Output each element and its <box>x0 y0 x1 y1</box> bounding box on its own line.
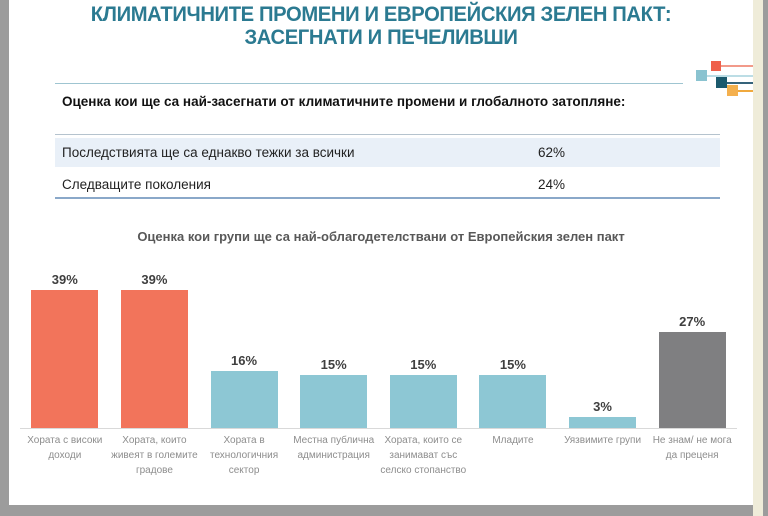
table-row: Последствията ще са еднакво тежки за вси… <box>55 138 720 167</box>
assessment-section: Оценка кои ще са най-засегнати от климат… <box>55 83 720 200</box>
bar-value-label: 15% <box>410 357 437 372</box>
page-title-line2: ЗАСЕГНАТИ И ПЕЧЕЛИВШИ <box>244 25 518 49</box>
table-row: Следващите поколения 24% <box>55 171 720 197</box>
row-value: 62% <box>538 145 566 160</box>
row-label: Следващите поколения <box>62 176 211 192</box>
section-bottom-rule <box>55 197 720 199</box>
bar-column: 15% <box>468 258 558 428</box>
bar-column: 3% <box>558 258 648 428</box>
bar-column: 39% <box>110 258 200 428</box>
bar-column: 27% <box>647 258 737 428</box>
bar <box>300 375 368 428</box>
bar <box>389 375 457 428</box>
bar-category-label: Местна публична администрация <box>293 435 375 461</box>
bar-value-label: 27% <box>679 314 706 329</box>
bar-column: 16% <box>199 258 289 428</box>
chart-baseline <box>20 428 737 429</box>
bar <box>31 290 99 428</box>
section-top-rule <box>55 83 683 84</box>
bar-category-label: Хората, които живеят в големите градове <box>111 435 198 476</box>
bar-value-label: 15% <box>499 357 526 372</box>
bar <box>479 375 547 428</box>
row-value: 24% <box>538 176 566 192</box>
darkteal-leader-line <box>727 82 753 84</box>
bar-value-label: 39% <box>51 272 78 287</box>
page-title: КЛИМАТИЧНИТЕ ПРОМЕНИ И ЕВРОПЕЙСКИЯ ЗЕЛЕН… <box>17 3 745 49</box>
bar-column: 39% <box>20 258 110 428</box>
chart-title: Оценка кои групи ще са най-облагодетелст… <box>137 229 625 244</box>
orange-square-icon <box>727 85 738 96</box>
bar <box>210 371 278 428</box>
lightblue-leader-line <box>707 75 753 77</box>
page-title-line1: КЛИМАТИЧНИТЕ ПРОМЕНИ И ЕВРОПЕЙСКИЯ ЗЕЛЕН… <box>90 2 672 26</box>
row-label: Последствията ще са еднакво тежки за вси… <box>62 145 355 160</box>
bar-column: 15% <box>379 258 469 428</box>
darkteal-square-icon <box>716 77 727 88</box>
red-square-icon <box>711 61 721 71</box>
bar-chart-categories: Хората с високи доходи Хората, които живе… <box>20 433 737 478</box>
section-mid-rule <box>55 134 720 135</box>
bar-category-label: Не знам/ не мога да преценя <box>652 435 732 461</box>
bar-value-label: 3% <box>593 399 612 414</box>
assessment-header: Оценка кои ще са най-засегнати от климат… <box>62 94 626 109</box>
bar <box>569 417 637 428</box>
bar-category-label: Уязвимите групи <box>564 435 642 446</box>
bar-value-label: 39% <box>141 272 168 287</box>
right-margin-strip <box>753 0 763 516</box>
bar-value-label: 15% <box>320 357 347 372</box>
slide: КЛИМАТИЧНИТЕ ПРОМЕНИ И ЕВРОПЕЙСКИЯ ЗЕЛЕН… <box>9 0 753 505</box>
bar-category-label: Младите <box>492 435 534 446</box>
bar-value-label: 16% <box>231 353 258 368</box>
bar-column: 15% <box>289 258 379 428</box>
bar <box>120 290 188 428</box>
bar <box>658 332 726 428</box>
bar-category-label: Хората в технологичния сектор <box>209 435 279 476</box>
lightblue-square-icon <box>696 70 707 81</box>
bar-category-label: Хората с високи доходи <box>27 435 103 461</box>
red-leader-line <box>721 65 753 67</box>
bar-chart-bars: 39% 39% 16% 15% 15% 15% 3% 27% <box>20 258 737 428</box>
orange-leader-line <box>738 90 753 92</box>
bar-category-label: Хората, които се занимават със селско ст… <box>380 435 467 476</box>
